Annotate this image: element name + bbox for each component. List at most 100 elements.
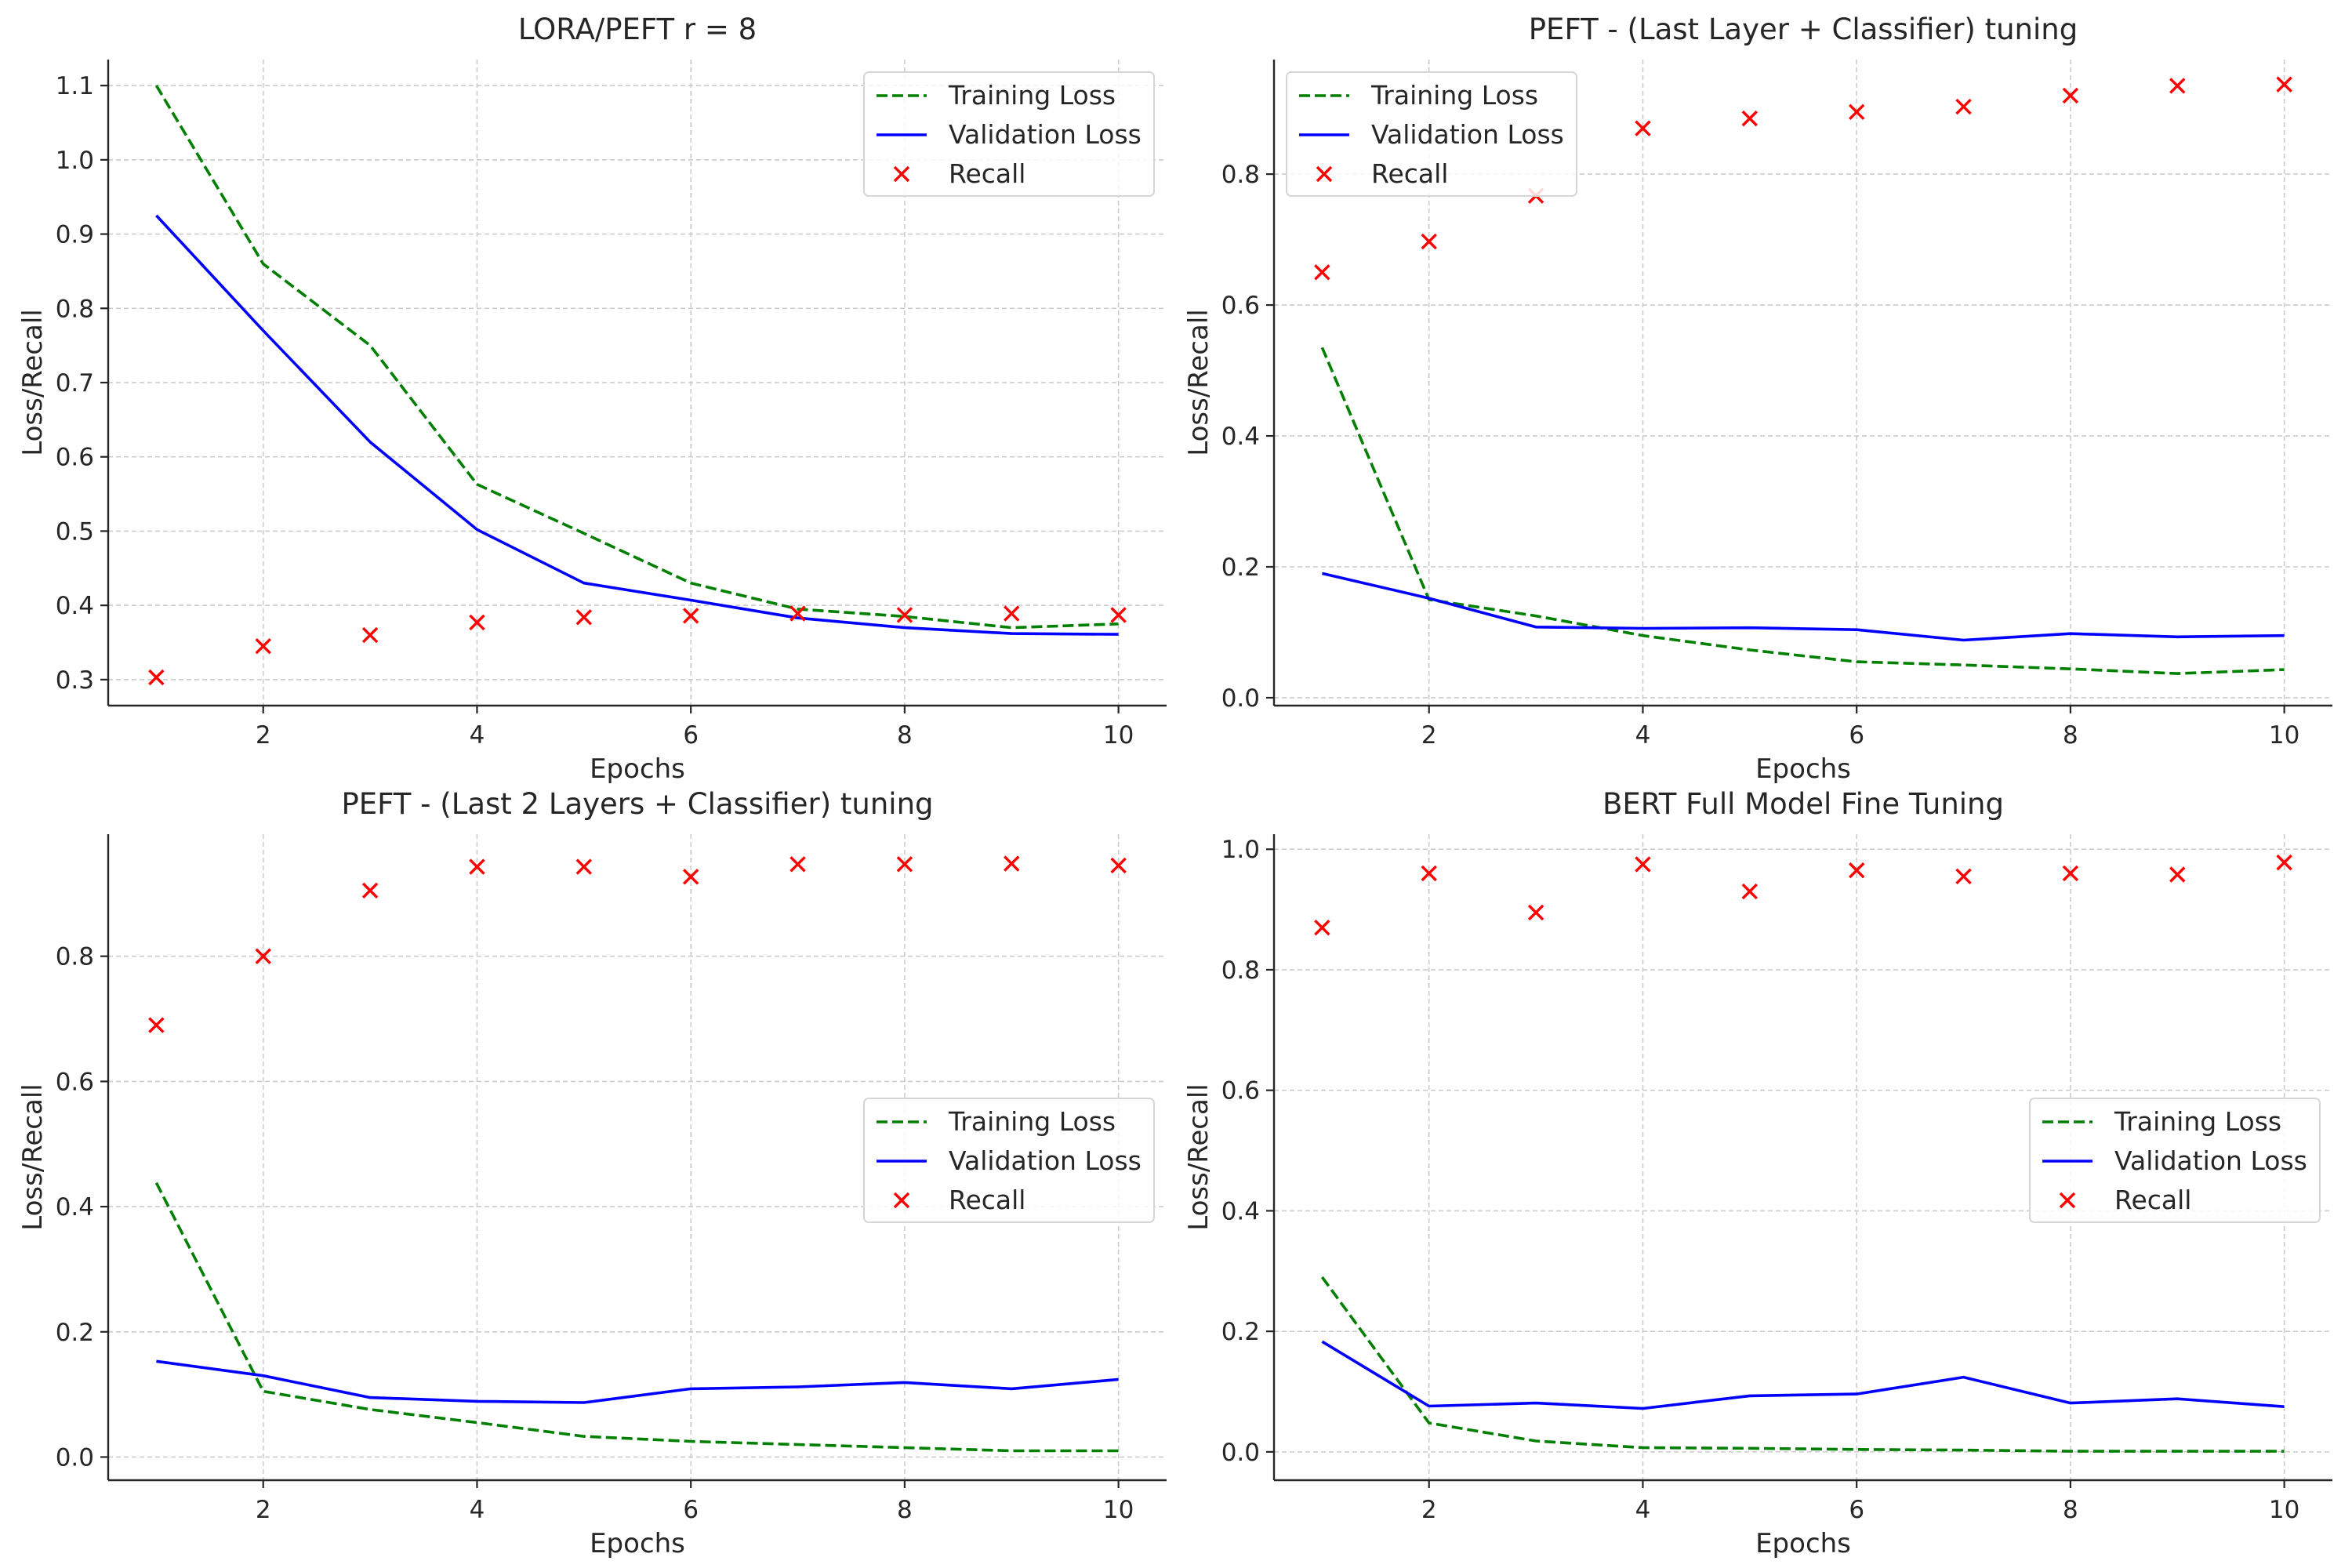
subplot-title: PEFT - (Last Layer + Classifier) tuning [1529, 13, 2078, 46]
training-loss-line [154, 1181, 1119, 1453]
x-axis-label: Epochs [590, 753, 685, 785]
x-tick-label: 4 [1635, 1496, 1651, 1524]
y-tick-label: 0.4 [56, 1193, 94, 1221]
y-tick-label: 0.4 [1221, 423, 1260, 451]
recall-point [896, 856, 913, 873]
legend: Training Loss Validation Loss Recall [2029, 1098, 2321, 1223]
y-tick-label: 0.5 [56, 517, 94, 546]
validation-loss-line [155, 214, 1119, 636]
recall-point [1741, 883, 1759, 900]
x-tick-label: 6 [1849, 721, 1864, 750]
x-tick-label: 4 [1635, 721, 1651, 750]
recall-point [1741, 110, 1759, 127]
recall-point [575, 609, 593, 626]
validation-loss-line [1321, 1340, 2285, 1410]
recall-point [789, 856, 806, 873]
recall-point [2169, 78, 2186, 94]
recall-point [361, 882, 379, 899]
subplot-2: 2 4 6 8 10 0.0 0.2 0.4 0.6 0.8 PEFT - (Last Layer … [1183, 13, 2332, 785]
y-tick-label: 0.2 [1221, 1318, 1260, 1346]
legend-recall-marker [893, 165, 910, 183]
recall-point [1110, 607, 1127, 623]
recall-point [2276, 854, 2292, 871]
y-tick-label: 0.0 [1221, 684, 1260, 713]
y-tick-label: 0.2 [56, 1319, 94, 1347]
x-axis-label: Epochs [1755, 1528, 1851, 1559]
legend: Training Loss Validation Loss Recall [1286, 71, 1577, 197]
recall-point [1635, 856, 1651, 873]
subplot-1: 2 4 6 8 10 0.3 0.4 0.5 0.6 0.7 0.8 0.9 1.0 1.1 LORA/PE… [17, 13, 1167, 785]
recall-point [575, 858, 593, 875]
y-axis-label: Loss/Recall [1183, 1083, 1214, 1230]
legend-box [2029, 1098, 2321, 1223]
recall-point [789, 605, 806, 622]
recall-point [1527, 904, 1544, 921]
legend-validation-loss-label: Validation Loss [1371, 119, 1564, 150]
y-tick-label: 0.6 [1221, 292, 1260, 320]
y-tick-label: 0.8 [1221, 956, 1260, 985]
y-tick-label: 0.3 [56, 666, 94, 695]
y-tick-label: 0.8 [1221, 161, 1260, 189]
x-tick-label: 8 [2063, 1496, 2078, 1524]
x-tick-label: 10 [1103, 721, 1134, 750]
recall-point [2062, 865, 2079, 882]
y-tick-label: 0.8 [56, 943, 94, 971]
x-tick-label: 8 [2063, 721, 2078, 750]
y-axis-label: Loss/Recall [17, 1083, 49, 1230]
y-tick-label: 0.6 [1221, 1077, 1260, 1105]
legend-recall-label: Recall [949, 158, 1025, 189]
legend-recall-marker [893, 1192, 910, 1209]
subplot-4: 2 4 6 8 10 0.0 0.2 0.4 0.6 0.8 1.0 BERT Full Model … [1183, 787, 2332, 1559]
y-axis-label: Loss/Recall [17, 309, 49, 456]
recall-point [896, 607, 913, 623]
recall-point [1110, 857, 1127, 874]
legend-training-loss-label: Training Loss [1370, 80, 1538, 111]
recall-point [1848, 862, 1865, 879]
y-tick-label: 1.0 [1221, 836, 1260, 864]
recall-point [469, 614, 485, 631]
x-tick-label: 2 [256, 1496, 271, 1524]
legend-box [863, 1098, 1155, 1223]
recall-point [148, 1017, 165, 1033]
recall-point [1314, 264, 1330, 281]
legend-box [1286, 71, 1577, 197]
x-tick-label: 10 [2269, 1496, 2299, 1524]
recall-point [682, 869, 699, 885]
y-tick-label: 0.4 [1221, 1197, 1260, 1225]
subplot-title: LORA/PEFT r = 8 [518, 13, 757, 46]
recall-point [148, 669, 165, 686]
legend-validation-loss-label: Validation Loss [2114, 1145, 2307, 1176]
legend-validation-loss-label: Validation Loss [949, 119, 1142, 150]
validation-loss-line [156, 1359, 1119, 1404]
recall-point [1004, 605, 1020, 622]
legend: Training Loss Validation Loss Recall [863, 1098, 1155, 1223]
x-tick-label: 8 [897, 1496, 913, 1524]
subplot-title: BERT Full Model Fine Tuning [1602, 787, 2004, 821]
training-loss-line [1320, 347, 2285, 675]
validation-loss-line [1321, 572, 2285, 642]
recall-point [1848, 103, 1865, 120]
x-tick-label: 6 [683, 721, 699, 750]
recall-point [1421, 233, 1437, 250]
y-tick-label: 0.6 [56, 444, 94, 472]
y-tick-label: 0.8 [56, 295, 94, 323]
legend-recall-label: Recall [1371, 158, 1448, 189]
legend: Training Loss Validation Loss Recall [863, 71, 1155, 197]
x-axis-label: Epochs [1755, 753, 1851, 785]
training-loss-line [154, 85, 1119, 630]
legend-recall-marker [2059, 1192, 2076, 1209]
recall-point [2169, 866, 2186, 883]
y-tick-label: 1.1 [56, 72, 94, 100]
recall-point [361, 626, 379, 644]
x-tick-label: 4 [470, 721, 485, 750]
recall-point [255, 948, 271, 964]
y-tick-label: 0.2 [1221, 554, 1260, 582]
x-tick-label: 2 [1421, 1496, 1437, 1524]
x-tick-label: 2 [256, 721, 271, 750]
recall-point [1421, 865, 1437, 882]
y-tick-label: 0.7 [56, 369, 94, 397]
recall-point [1314, 919, 1330, 936]
y-tick-label: 0.0 [1221, 1439, 1260, 1467]
subplot-3: 2 4 6 8 10 0.0 0.2 0.4 0.6 0.8 PEFT - (Last 2 Laye… [17, 787, 1167, 1559]
recall-point [1004, 855, 1020, 872]
